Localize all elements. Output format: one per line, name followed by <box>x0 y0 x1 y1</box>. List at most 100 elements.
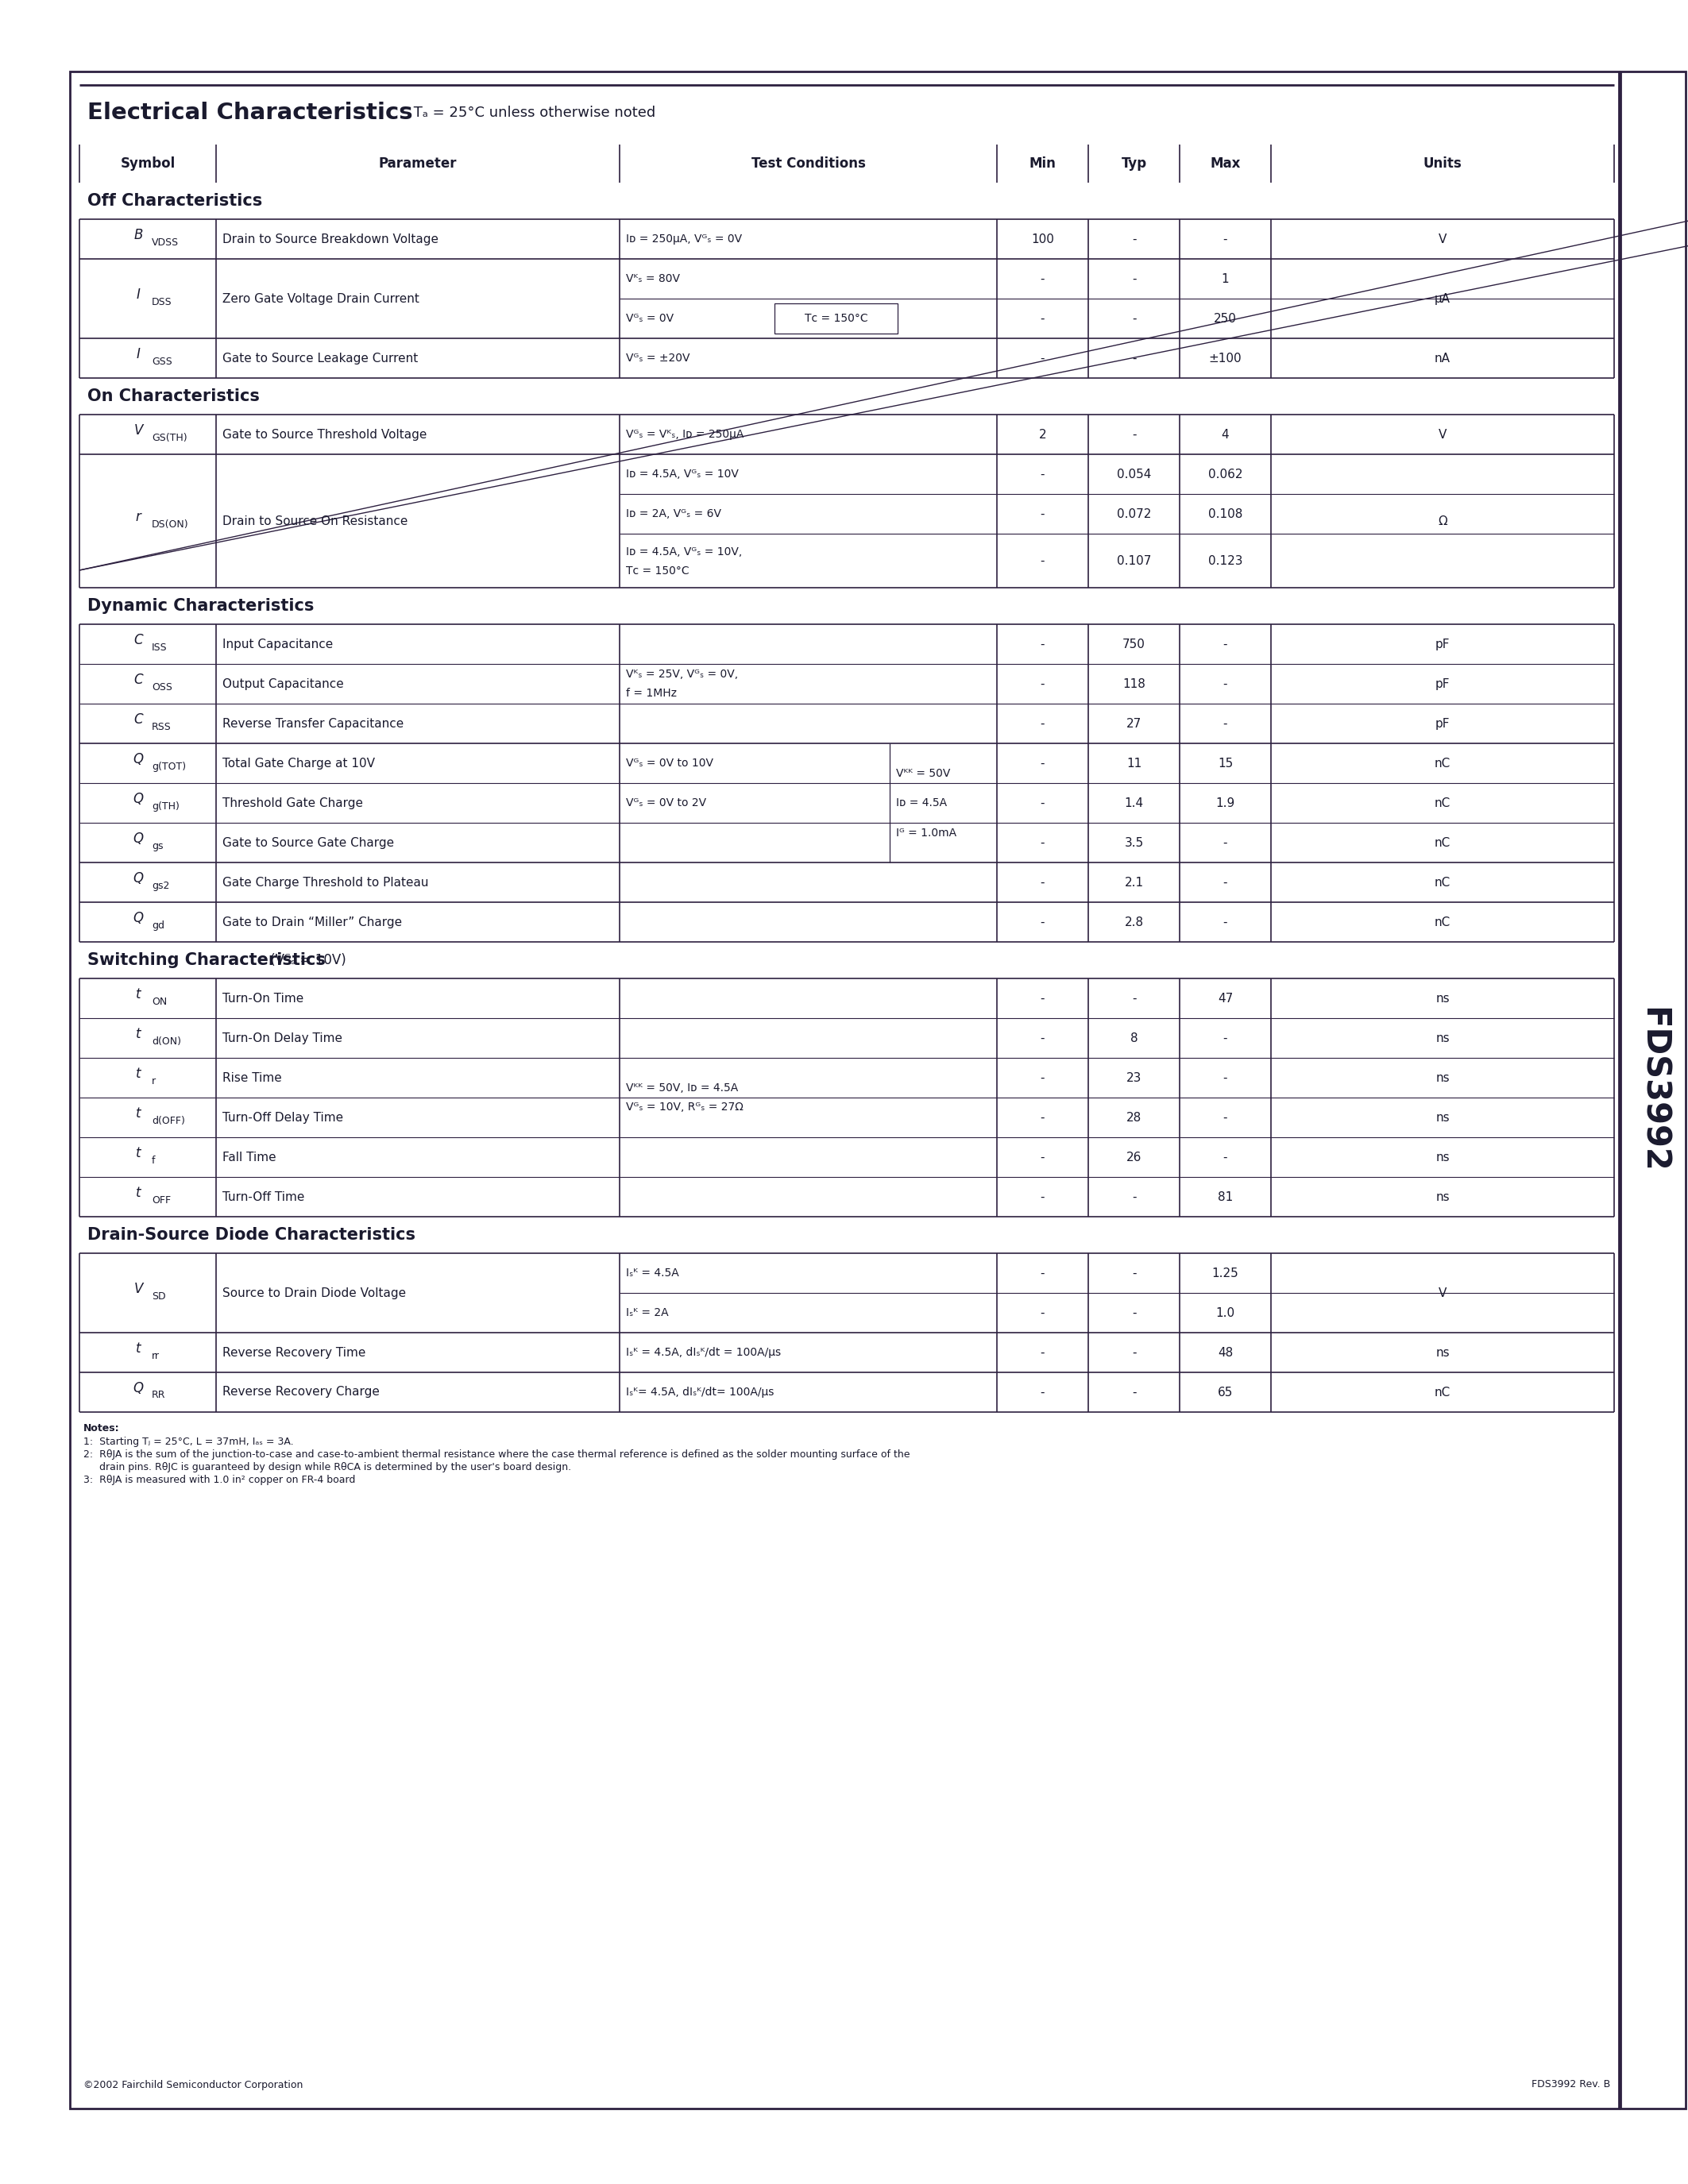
Text: -: - <box>1224 1072 1227 1083</box>
Text: Turn-On Time: Turn-On Time <box>223 992 304 1005</box>
Text: C: C <box>133 673 143 688</box>
Text: Gate to Drain “Miller” Charge: Gate to Drain “Miller” Charge <box>223 915 402 928</box>
Text: V: V <box>133 1282 143 1295</box>
Text: Max: Max <box>1210 157 1241 170</box>
Text: Gate Charge Threshold to Plateau: Gate Charge Threshold to Plateau <box>223 876 429 889</box>
Text: r: r <box>152 1077 155 1085</box>
Text: Reverse Transfer Capacitance: Reverse Transfer Capacitance <box>223 719 403 729</box>
Text: Electrical Characteristics: Electrical Characteristics <box>88 103 414 124</box>
Text: -: - <box>1224 876 1227 889</box>
Text: DSS: DSS <box>152 297 172 308</box>
Text: 3:  RθJA is measured with 1.0 in² copper on FR-4 board: 3: RθJA is measured with 1.0 in² copper … <box>83 1474 356 1485</box>
Text: nC: nC <box>1435 1387 1450 1398</box>
Text: -: - <box>1040 1072 1045 1083</box>
Text: -: - <box>1040 1033 1045 1044</box>
Text: -: - <box>1040 915 1045 928</box>
Text: t: t <box>135 1147 140 1160</box>
Text: Turn-On Delay Time: Turn-On Delay Time <box>223 1033 343 1044</box>
Text: -: - <box>1040 1306 1045 1319</box>
Text: μA: μA <box>1435 293 1450 304</box>
Text: Reverse Recovery Charge: Reverse Recovery Charge <box>223 1387 380 1398</box>
Text: Gate to Source Threshold Voltage: Gate to Source Threshold Voltage <box>223 428 427 441</box>
Text: Q: Q <box>133 832 143 845</box>
Text: Input Capacitance: Input Capacitance <box>223 638 333 651</box>
Text: -: - <box>1131 992 1136 1005</box>
Text: -: - <box>1040 1348 1045 1358</box>
Text: 3.5: 3.5 <box>1124 836 1143 850</box>
Text: nC: nC <box>1435 876 1450 889</box>
Text: Threshold Gate Charge: Threshold Gate Charge <box>223 797 363 808</box>
Text: g(TOT): g(TOT) <box>152 762 186 771</box>
Text: t: t <box>135 1107 140 1120</box>
Text: -: - <box>1040 1190 1045 1203</box>
Text: Ω: Ω <box>1438 515 1447 526</box>
Text: Iᴅ = 4.5A: Iᴅ = 4.5A <box>896 797 947 808</box>
Text: -: - <box>1040 677 1045 690</box>
Text: 0.123: 0.123 <box>1209 555 1242 566</box>
Text: Vᴳₛ = 0V to 10V: Vᴳₛ = 0V to 10V <box>626 758 714 769</box>
Text: Vᴷᴷ = 50V, Iᴅ = 4.5A: Vᴷᴷ = 50V, Iᴅ = 4.5A <box>626 1083 738 1094</box>
Text: -: - <box>1040 1267 1045 1280</box>
Text: 1.0: 1.0 <box>1215 1306 1236 1319</box>
Text: ns: ns <box>1435 1112 1450 1123</box>
Text: -: - <box>1224 1033 1227 1044</box>
Text: VDSS: VDSS <box>152 238 179 247</box>
Text: Q: Q <box>133 1380 143 1396</box>
Text: gd: gd <box>152 919 164 930</box>
Text: ns: ns <box>1435 1190 1450 1203</box>
Text: -: - <box>1224 1151 1227 1164</box>
Text: Rise Time: Rise Time <box>223 1072 282 1083</box>
Text: OFF: OFF <box>152 1195 170 1206</box>
Text: Turn-Off Delay Time: Turn-Off Delay Time <box>223 1112 343 1123</box>
Text: -: - <box>1224 836 1227 850</box>
Text: 1.4: 1.4 <box>1124 797 1143 808</box>
Text: Iᴳ = 1.0mA: Iᴳ = 1.0mA <box>896 828 957 839</box>
Text: I: I <box>137 347 140 360</box>
Text: 1.25: 1.25 <box>1212 1267 1239 1280</box>
Text: Turn-Off Time: Turn-Off Time <box>223 1190 304 1203</box>
Text: SD: SD <box>152 1291 165 1302</box>
Text: -: - <box>1040 1387 1045 1398</box>
Text: drain pins. RθJC is guaranteed by design while RθCA is determined by the user's : drain pins. RθJC is guaranteed by design… <box>83 1463 571 1472</box>
Text: Tᴄ = 150°C: Tᴄ = 150°C <box>626 566 689 577</box>
Text: 0.108: 0.108 <box>1209 509 1242 520</box>
Text: -: - <box>1131 428 1136 441</box>
Text: -: - <box>1040 758 1045 769</box>
Text: Dynamic Characteristics: Dynamic Characteristics <box>88 598 314 614</box>
Text: -: - <box>1131 273 1136 284</box>
Text: C: C <box>133 712 143 727</box>
Text: -: - <box>1040 312 1045 325</box>
Text: Symbol: Symbol <box>120 157 176 170</box>
Text: Vᴷₛ = 80V: Vᴷₛ = 80V <box>626 273 680 284</box>
Text: -: - <box>1040 797 1045 808</box>
Text: 0.072: 0.072 <box>1117 509 1151 520</box>
Text: Tᴄ = 150°C: Tᴄ = 150°C <box>805 312 868 323</box>
Text: Vᴳₛ = 0V to 2V: Vᴳₛ = 0V to 2V <box>626 797 706 808</box>
Text: 2:  RθJA is the sum of the junction-to-case and case-to-ambient thermal resistan: 2: RθJA is the sum of the junction-to-ca… <box>83 1450 910 1461</box>
Text: f: f <box>152 1155 155 1166</box>
Text: -: - <box>1224 915 1227 928</box>
Text: Q: Q <box>133 871 143 885</box>
Text: 23: 23 <box>1126 1072 1141 1083</box>
Text: -: - <box>1040 836 1045 850</box>
Text: -: - <box>1040 555 1045 566</box>
Text: B: B <box>133 227 143 242</box>
Text: V: V <box>1438 428 1447 441</box>
Text: ON: ON <box>152 996 167 1007</box>
Text: 1: 1 <box>1222 273 1229 284</box>
Text: GS(TH): GS(TH) <box>152 432 187 443</box>
Text: DS(ON): DS(ON) <box>152 520 189 529</box>
Text: Vᴷₛ = 25V, Vᴳₛ = 0V,: Vᴷₛ = 25V, Vᴳₛ = 0V, <box>626 668 738 679</box>
Text: 8: 8 <box>1131 1033 1138 1044</box>
Text: -: - <box>1040 876 1045 889</box>
Text: Q: Q <box>133 911 143 926</box>
Text: 27: 27 <box>1126 719 1141 729</box>
Text: On Characteristics: On Characteristics <box>88 389 260 404</box>
Text: pF: pF <box>1435 638 1450 651</box>
Text: Iₛᴷ = 4.5A: Iₛᴷ = 4.5A <box>626 1267 679 1278</box>
Text: 750: 750 <box>1123 638 1146 651</box>
Text: ns: ns <box>1435 992 1450 1005</box>
Text: r: r <box>135 509 142 524</box>
Text: pF: pF <box>1435 719 1450 729</box>
Text: -: - <box>1131 234 1136 245</box>
